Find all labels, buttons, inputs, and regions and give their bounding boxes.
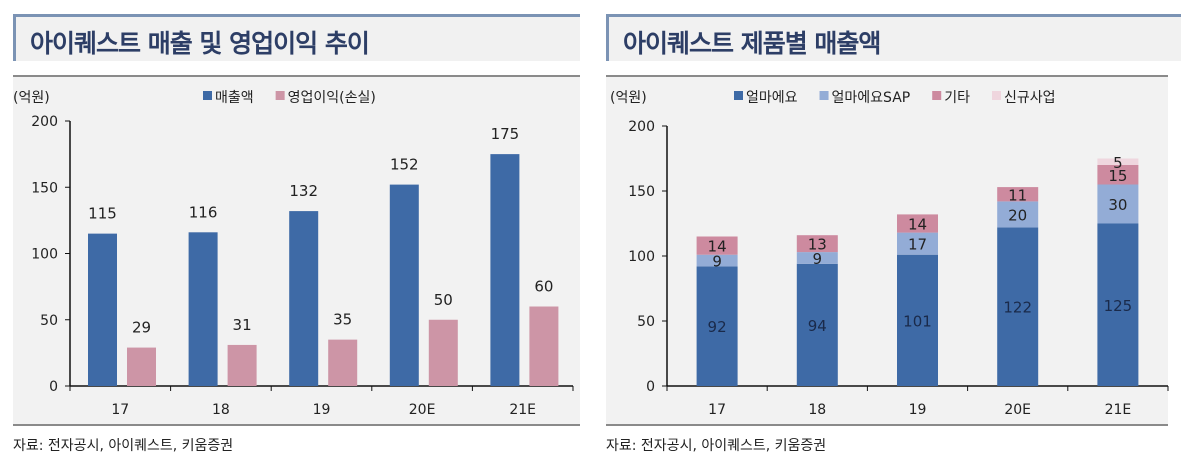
data-label: 152 bbox=[390, 156, 419, 174]
unit-label: (억원) bbox=[13, 90, 50, 106]
legend-label: 얼마에요SAP bbox=[832, 90, 911, 106]
data-label: 122 bbox=[1003, 299, 1032, 317]
unit-label: (억원) bbox=[610, 90, 647, 106]
data-label: 132 bbox=[289, 182, 318, 200]
x-tick-label: 17 bbox=[111, 402, 129, 418]
data-label: 92 bbox=[708, 318, 727, 336]
data-label: 94 bbox=[808, 317, 827, 335]
legend-swatch bbox=[734, 91, 743, 100]
data-label: 5 bbox=[1113, 154, 1123, 172]
data-label: 13 bbox=[808, 236, 827, 254]
x-tick-label: 20E bbox=[409, 402, 436, 418]
x-tick-label: 19 bbox=[909, 402, 927, 418]
data-label: 15 bbox=[1108, 167, 1127, 185]
bar-operating-profit bbox=[428, 319, 458, 386]
stacked-segment bbox=[796, 252, 838, 264]
legend-swatch bbox=[991, 91, 1001, 100]
stacked-segment bbox=[1097, 223, 1139, 386]
chart-panel-sales-op: 아이퀘스트 매출 및 영업이익 추이 (억원) 0 50 100 150 200 17 18 1… bbox=[13, 14, 580, 454]
bar-sales bbox=[389, 184, 419, 386]
legend-swatch bbox=[203, 91, 212, 100]
data-label: 115 bbox=[88, 205, 117, 223]
data-label: 101 bbox=[903, 312, 932, 330]
legend-swatch bbox=[819, 91, 829, 100]
data-label: 9 bbox=[712, 253, 722, 271]
y-tick-label: 50 bbox=[637, 314, 655, 330]
data-label: 35 bbox=[333, 311, 352, 329]
y-tick-label: 50 bbox=[40, 313, 58, 329]
bar-sales bbox=[188, 232, 218, 386]
chart-svg: (억원) 0 50 100 150 200 17 18 19 20E 21E 얼마에요 얼마에요SAP 기… bbox=[610, 90, 1169, 418]
legend-label: 신규사업 bbox=[1004, 90, 1056, 106]
data-label: 30 bbox=[1108, 196, 1127, 214]
data-label: 116 bbox=[189, 203, 218, 221]
legend-label: 얼마에요 bbox=[746, 90, 798, 106]
stacked-segment bbox=[796, 263, 838, 386]
chart-svg: (억원) 0 50 100 150 200 17 18 19 20E 21E 매출액 영업이익(손실) 1… bbox=[13, 90, 574, 418]
title-bar-accent bbox=[13, 14, 580, 17]
bar-sales bbox=[88, 233, 117, 386]
data-label: 50 bbox=[434, 291, 453, 309]
stacked-segment bbox=[796, 235, 838, 253]
data-label: 20 bbox=[1008, 206, 1027, 224]
stacked-segment bbox=[897, 254, 938, 386]
chart-title: 아이퀘스트 매출 및 영업이익 추이 bbox=[30, 29, 370, 58]
stacked-segment bbox=[696, 236, 738, 255]
data-label: 9 bbox=[813, 250, 823, 268]
bar-sales bbox=[490, 154, 520, 386]
stacked-segment bbox=[1097, 158, 1139, 165]
x-tick-label: 18 bbox=[212, 402, 230, 418]
stacked-segment bbox=[897, 214, 938, 233]
legend-label: 매출액 bbox=[215, 90, 254, 106]
legend-label: 영업이익(손실) bbox=[288, 90, 376, 106]
source-note: 자료: 전자공시, 아이퀘스트, 키움증권 bbox=[13, 438, 234, 454]
stacked-segment bbox=[897, 232, 938, 255]
source-note: 자료: 전자공시, 아이퀘스트, 키움증권 bbox=[606, 438, 827, 454]
stacked-segment bbox=[997, 187, 1039, 202]
x-tick-label: 18 bbox=[808, 402, 826, 418]
data-label: 60 bbox=[534, 278, 553, 296]
data-label: 31 bbox=[233, 316, 252, 334]
y-tick-label: 200 bbox=[628, 119, 655, 135]
y-tick-label: 150 bbox=[31, 180, 58, 196]
x-tick-label: 19 bbox=[313, 402, 331, 418]
stacked-segment bbox=[997, 201, 1039, 228]
y-tick-label: 100 bbox=[31, 247, 58, 263]
y-tick-label: 100 bbox=[628, 249, 655, 265]
y-tick-label: 0 bbox=[646, 379, 655, 395]
bar-sales bbox=[289, 211, 319, 386]
stacked-segment bbox=[696, 266, 738, 386]
title-band: 아이퀘스트 제품별 매출액 bbox=[606, 17, 1181, 61]
data-label: 125 bbox=[1104, 297, 1133, 315]
y-tick-label: 0 bbox=[49, 379, 58, 395]
chart-title: 아이퀘스트 제품별 매출액 bbox=[623, 29, 881, 58]
bar-operating-profit bbox=[227, 344, 257, 386]
legend-label: 기타 bbox=[944, 90, 970, 106]
bar-operating-profit bbox=[328, 339, 358, 386]
data-label: 175 bbox=[491, 125, 520, 143]
stacked-segment bbox=[1097, 184, 1139, 224]
x-tick-label: 21E bbox=[1105, 402, 1132, 418]
data-label: 29 bbox=[132, 319, 151, 337]
bar-operating-profit bbox=[529, 306, 559, 386]
legend-swatch bbox=[275, 91, 285, 100]
y-tick-label: 200 bbox=[31, 114, 58, 130]
data-label: 17 bbox=[908, 236, 927, 254]
stacked-segment bbox=[696, 254, 738, 267]
data-label: 14 bbox=[708, 238, 727, 256]
data-label: 14 bbox=[908, 216, 927, 234]
stacked-segment bbox=[997, 227, 1039, 386]
data-label: 11 bbox=[1008, 186, 1027, 204]
x-tick-label: 20E bbox=[1004, 402, 1031, 418]
x-tick-label: 21E bbox=[509, 402, 536, 418]
bar-operating-profit bbox=[127, 347, 156, 386]
title-bar-accent bbox=[606, 14, 1181, 17]
y-tick-label: 150 bbox=[628, 184, 655, 200]
stacked-segment bbox=[1097, 165, 1139, 185]
title-band: 아이퀘스트 매출 및 영업이익 추이 bbox=[13, 17, 580, 61]
legend-swatch bbox=[932, 91, 942, 100]
x-tick-label: 17 bbox=[708, 402, 726, 418]
chart-panel-product-sales: 아이퀘스트 제품별 매출액 (억원) 0 50 100 150 200 17 18 19 20E 2… bbox=[606, 14, 1181, 454]
